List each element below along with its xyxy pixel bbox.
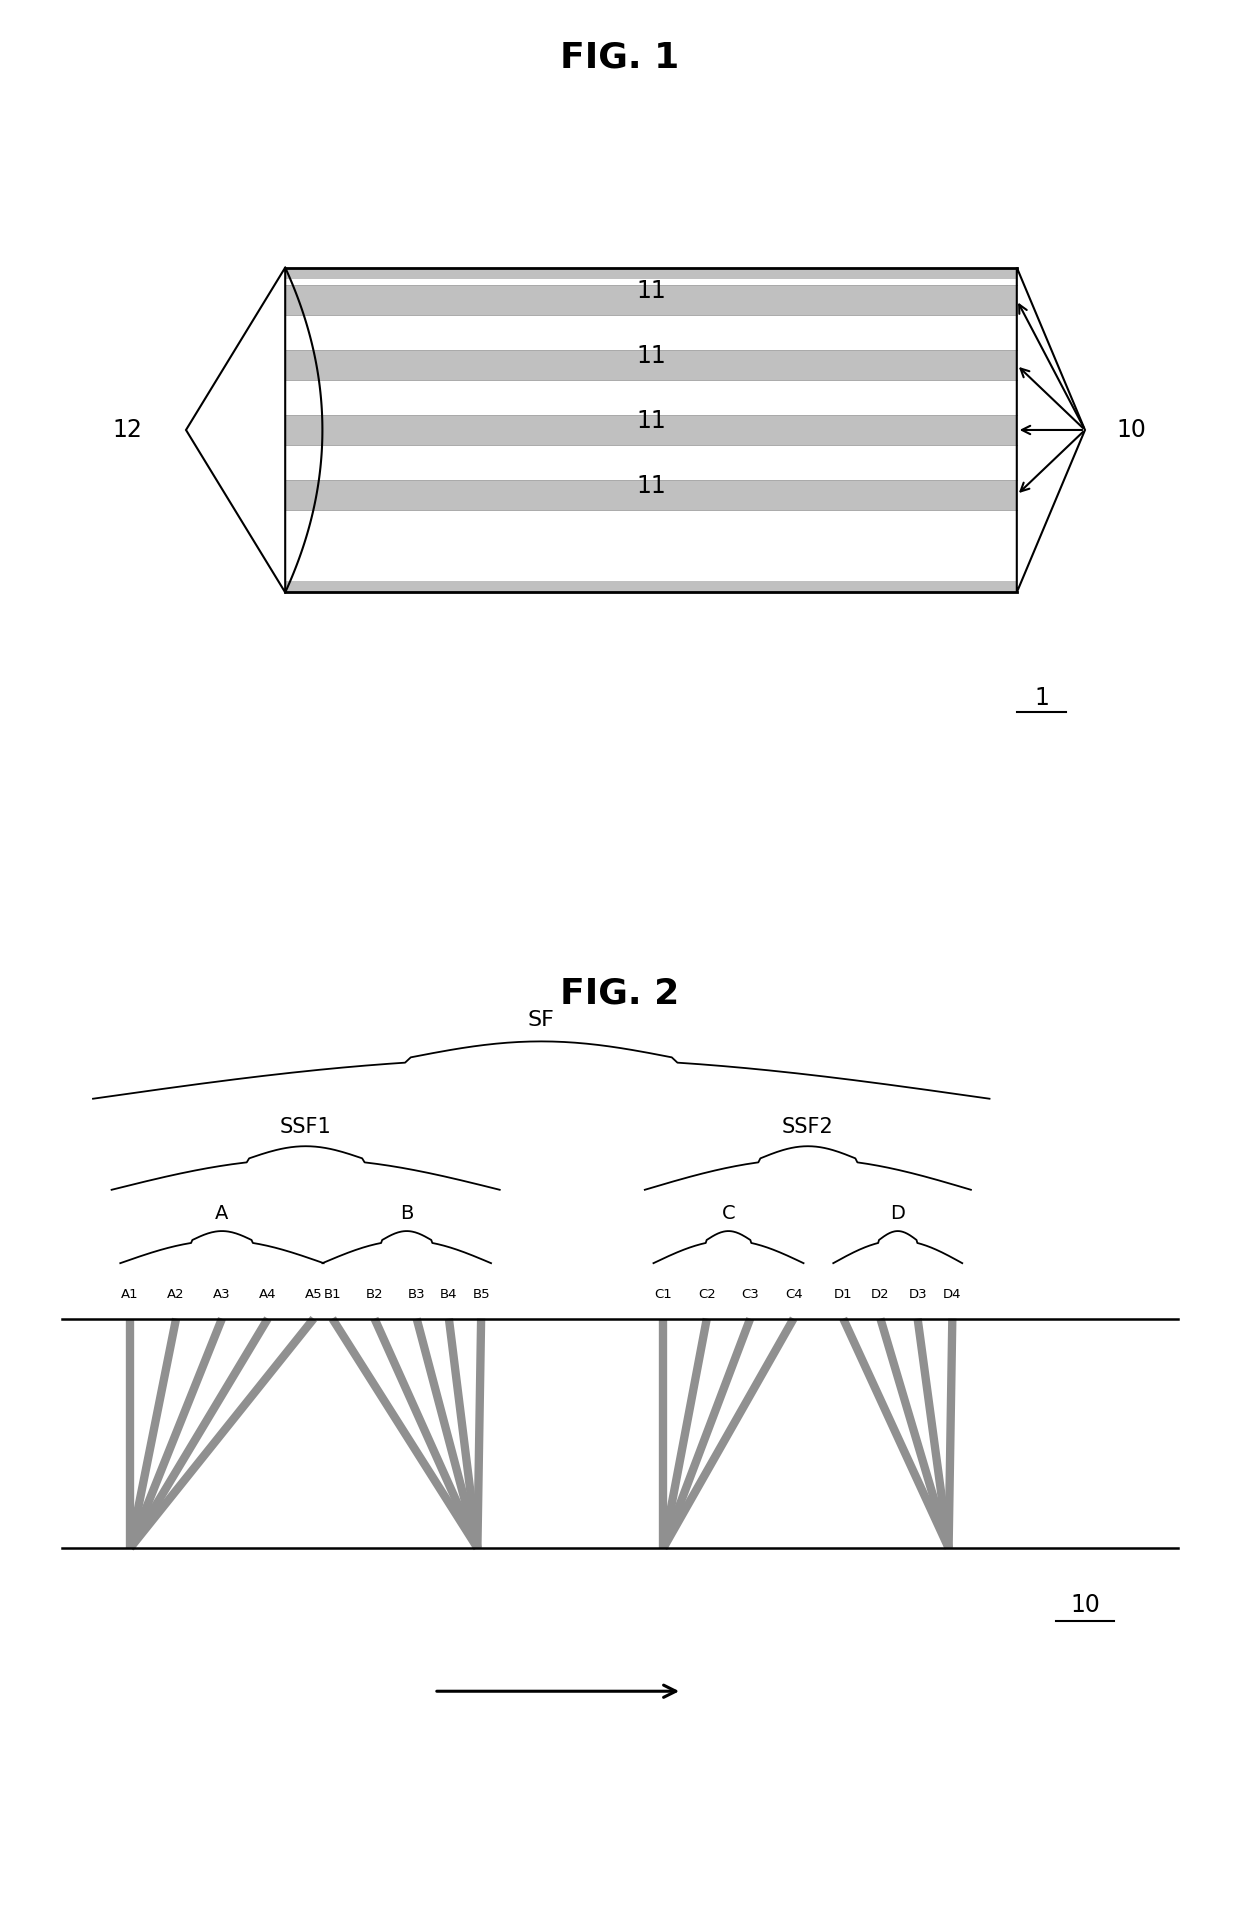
Text: 10: 10	[1116, 419, 1146, 441]
Text: 11: 11	[636, 344, 666, 369]
Text: A1: A1	[122, 1288, 139, 1301]
Text: A3: A3	[213, 1288, 231, 1301]
Text: D3: D3	[908, 1288, 928, 1301]
Text: A5: A5	[305, 1288, 322, 1301]
Text: A: A	[216, 1204, 228, 1223]
Bar	[285, 350, 1017, 380]
Text: 11: 11	[636, 409, 666, 434]
Text: C3: C3	[742, 1288, 759, 1301]
Text: SSF2: SSF2	[782, 1116, 833, 1137]
Text: B2: B2	[366, 1288, 383, 1301]
Text: 10: 10	[1070, 1594, 1100, 1617]
Text: 1: 1	[1034, 686, 1049, 709]
Text: B: B	[401, 1204, 413, 1223]
Bar	[285, 415, 1017, 445]
Bar	[285, 268, 1017, 592]
Text: A2: A2	[167, 1288, 185, 1301]
Text: C1: C1	[655, 1288, 672, 1301]
Text: B5: B5	[472, 1288, 490, 1301]
Text: 12: 12	[113, 419, 143, 441]
Bar	[285, 268, 1017, 279]
Text: B1: B1	[324, 1288, 341, 1301]
Text: D4: D4	[944, 1288, 961, 1301]
Text: D2: D2	[870, 1288, 890, 1301]
Text: 11: 11	[636, 474, 666, 499]
Text: B3: B3	[408, 1288, 425, 1301]
Text: SF: SF	[528, 1009, 554, 1030]
Text: SSF1: SSF1	[280, 1116, 331, 1137]
Text: A4: A4	[259, 1288, 277, 1301]
Text: D: D	[890, 1204, 905, 1223]
Text: C4: C4	[785, 1288, 802, 1301]
Text: B4: B4	[440, 1288, 458, 1301]
Text: 11: 11	[636, 279, 666, 304]
Bar	[285, 285, 1017, 315]
Bar	[285, 581, 1017, 592]
Bar	[285, 480, 1017, 510]
Text: FIG. 2: FIG. 2	[560, 977, 680, 1011]
Text: C: C	[722, 1204, 735, 1223]
Text: D1: D1	[833, 1288, 853, 1301]
Text: C2: C2	[698, 1288, 715, 1301]
Text: FIG. 1: FIG. 1	[560, 40, 680, 75]
